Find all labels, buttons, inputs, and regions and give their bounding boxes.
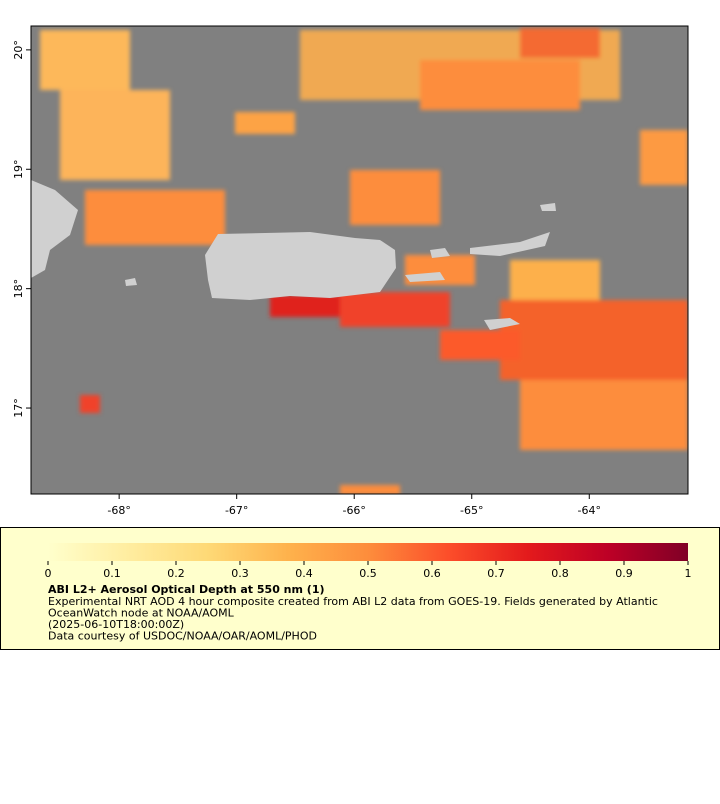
legend-line: (2025-06-10T18:00:00Z) xyxy=(48,618,184,631)
y-tick-label: 17° xyxy=(12,398,25,418)
colorbar-tick-label: 0.1 xyxy=(103,567,121,580)
legend-line: OceanWatch node at NOAA/AOML xyxy=(48,607,235,620)
map xyxy=(31,26,688,494)
colorbar-tick-label: 0.3 xyxy=(231,567,249,580)
y-tick-label: 20° xyxy=(12,40,25,60)
x-tick-label: -68° xyxy=(107,504,130,517)
colorbar-tick-label: 0.2 xyxy=(167,567,185,580)
x-tick-label: -65° xyxy=(460,504,483,517)
land xyxy=(31,180,556,330)
y-tick-label: 19° xyxy=(12,160,25,180)
colorbar xyxy=(48,543,688,561)
aerosol-field xyxy=(40,28,688,494)
colorbar-tick-label: 1 xyxy=(685,567,692,580)
legend-line: Experimental NRT AOD 4 hour composite cr… xyxy=(48,595,658,608)
colorbar-tick-label: 0.5 xyxy=(359,567,377,580)
legend-line: Data courtesy of USDOC/NOAA/OAR/AOML/PHO… xyxy=(48,630,317,643)
x-tick-label: -66° xyxy=(342,504,365,517)
y-tick-label: 18° xyxy=(12,279,25,299)
colorbar-tick-label: 0.7 xyxy=(487,567,505,580)
x-tick-label: -67° xyxy=(225,504,248,517)
colorbar-tick-label: 0.9 xyxy=(615,567,633,580)
legend-title: ABI L2+ Aerosol Optical Depth at 550 nm … xyxy=(48,583,325,596)
colorbar-tick-label: 0.8 xyxy=(551,567,569,580)
colorbar-tick-label: 0 xyxy=(45,567,52,580)
map-frame xyxy=(30,25,689,495)
colorbar-tick-label: 0.6 xyxy=(423,567,441,580)
colorbar-tick-label: 0.4 xyxy=(295,567,313,580)
x-tick-label: -64° xyxy=(578,504,601,517)
